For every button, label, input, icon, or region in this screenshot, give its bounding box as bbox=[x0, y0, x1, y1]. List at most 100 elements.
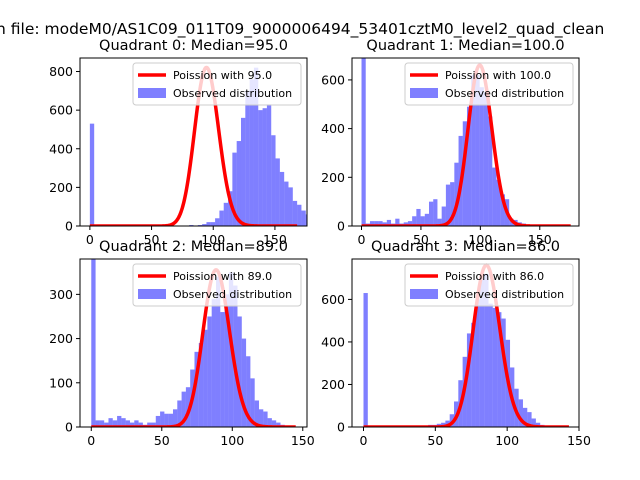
histogram-bar bbox=[450, 182, 455, 226]
histogram-bar bbox=[323, 222, 327, 226]
histogram-bar bbox=[181, 391, 186, 427]
histogram-bar bbox=[207, 316, 212, 427]
histogram-bar bbox=[206, 222, 211, 226]
axes-frame bbox=[79, 57, 308, 227]
histogram-bar bbox=[254, 400, 259, 427]
histogram-bar bbox=[363, 293, 368, 427]
histogram-bar bbox=[412, 216, 417, 226]
histogram-bar bbox=[91, 259, 96, 427]
histogram-bar bbox=[501, 318, 506, 427]
panel-0: 0 50 100 150 0 200 400 600 800 Quadrant 0: Median… bbox=[49, 38, 336, 247]
panel-title: Quadrant 2: Median=89.0 bbox=[99, 239, 288, 255]
histogram-bar bbox=[168, 413, 173, 427]
histogram-bar bbox=[253, 67, 259, 226]
histogram-bar bbox=[228, 191, 233, 226]
histogram-bar bbox=[138, 422, 143, 427]
histogram-bar bbox=[160, 411, 165, 427]
legend-poisson-label: Poission with 100.0 bbox=[445, 69, 551, 82]
histogram-bar bbox=[223, 202, 229, 226]
histogram-bar bbox=[177, 400, 182, 427]
histogram-bar bbox=[292, 200, 298, 226]
histogram-bar bbox=[125, 420, 130, 427]
legend: Poission with 89.0 Observed distribution bbox=[132, 263, 302, 307]
histogram-bar bbox=[134, 420, 139, 427]
legend: Poission with 95.0 Observed distribution bbox=[132, 62, 302, 106]
histogram-bar bbox=[527, 412, 532, 427]
histogram-bar bbox=[262, 108, 267, 226]
histogram-bar bbox=[237, 316, 242, 427]
histogram-bar bbox=[271, 420, 277, 427]
y-tick-label: 400 bbox=[49, 141, 73, 156]
x-tick-label: 100 bbox=[468, 232, 492, 247]
legend-observed-swatch bbox=[410, 88, 438, 98]
y-tick-label: 600 bbox=[49, 103, 73, 118]
histogram-bar bbox=[147, 422, 152, 427]
x-tick-label: 150 bbox=[567, 433, 591, 448]
histogram-bar bbox=[210, 222, 216, 226]
y-tick-label: 800 bbox=[49, 64, 73, 79]
y-tick-label: 600 bbox=[321, 292, 345, 307]
legend-observed-label: Observed distribution bbox=[173, 288, 292, 301]
legend-poisson-label: Poission with 95.0 bbox=[173, 69, 272, 82]
histogram-bar bbox=[266, 104, 272, 226]
histogram-bar bbox=[203, 329, 208, 427]
histogram-bar bbox=[258, 110, 263, 226]
histogram-bar bbox=[522, 407, 528, 427]
x-tick-label: 150 bbox=[291, 433, 315, 448]
axes-frame bbox=[351, 258, 580, 428]
histogram-bar bbox=[407, 221, 413, 226]
histogram-bar bbox=[301, 210, 306, 226]
histogram-bar bbox=[215, 218, 220, 226]
histogram-bar bbox=[224, 294, 229, 427]
histogram-bar bbox=[99, 420, 105, 427]
histogram-bar bbox=[395, 218, 400, 226]
x-tick-label: 0 bbox=[358, 232, 366, 247]
histogram-bar bbox=[488, 303, 493, 427]
histogram-bar bbox=[378, 221, 383, 226]
histogram-bar bbox=[233, 285, 238, 427]
histogram-bar bbox=[488, 116, 493, 226]
histogram-bar bbox=[202, 224, 207, 226]
legend-box bbox=[404, 263, 574, 307]
histogram-bar bbox=[386, 219, 392, 226]
histogram-bar bbox=[518, 399, 523, 427]
histogram-bar bbox=[279, 171, 285, 226]
y-tick-label: 0 bbox=[337, 420, 345, 435]
y-tick-label: 200 bbox=[321, 377, 345, 392]
histogram-bar bbox=[535, 422, 541, 427]
histogram-bar bbox=[117, 415, 122, 427]
histogram-bar bbox=[215, 276, 221, 427]
legend-observed-swatch bbox=[138, 88, 166, 98]
poisson-curve bbox=[90, 268, 297, 427]
x-tick-label: 0 bbox=[87, 433, 95, 448]
histogram-bar bbox=[475, 75, 480, 226]
histogram-bar bbox=[466, 333, 472, 427]
x-tick-label: 100 bbox=[495, 433, 519, 448]
y-tick-label: 0 bbox=[65, 420, 73, 435]
legend-box bbox=[132, 62, 302, 106]
histogram-bar bbox=[531, 418, 536, 427]
histogram-bar bbox=[492, 307, 498, 427]
histogram-bar bbox=[327, 224, 331, 226]
histogram-bar bbox=[194, 351, 199, 427]
histogram-bar bbox=[172, 409, 178, 427]
panel-title: Quadrant 0: Median=95.0 bbox=[99, 38, 288, 54]
y-tick-label: 300 bbox=[49, 287, 73, 302]
panel-1: 0 50 100 150 0 200 400 600 Quadrant 1: Median=10… bbox=[321, 38, 580, 247]
histogram-bar bbox=[479, 278, 485, 427]
y-tick-label: 100 bbox=[49, 375, 73, 390]
y-tick-label: 400 bbox=[321, 121, 345, 136]
histogram-bar bbox=[297, 204, 302, 226]
histogram-bar bbox=[492, 167, 497, 226]
histogram-bar bbox=[89, 123, 95, 226]
axes-frame bbox=[79, 258, 308, 428]
histogram-bar bbox=[483, 92, 489, 226]
histogram-bar bbox=[466, 106, 472, 226]
histogram-bar bbox=[332, 224, 336, 226]
histogram-bar bbox=[484, 273, 489, 427]
histogram-bar bbox=[198, 343, 204, 427]
x-tick-label: 0 bbox=[360, 433, 368, 448]
histogram-bar bbox=[429, 201, 434, 226]
histogram-bar bbox=[314, 220, 318, 226]
x-tick-label: 50 bbox=[413, 232, 429, 247]
